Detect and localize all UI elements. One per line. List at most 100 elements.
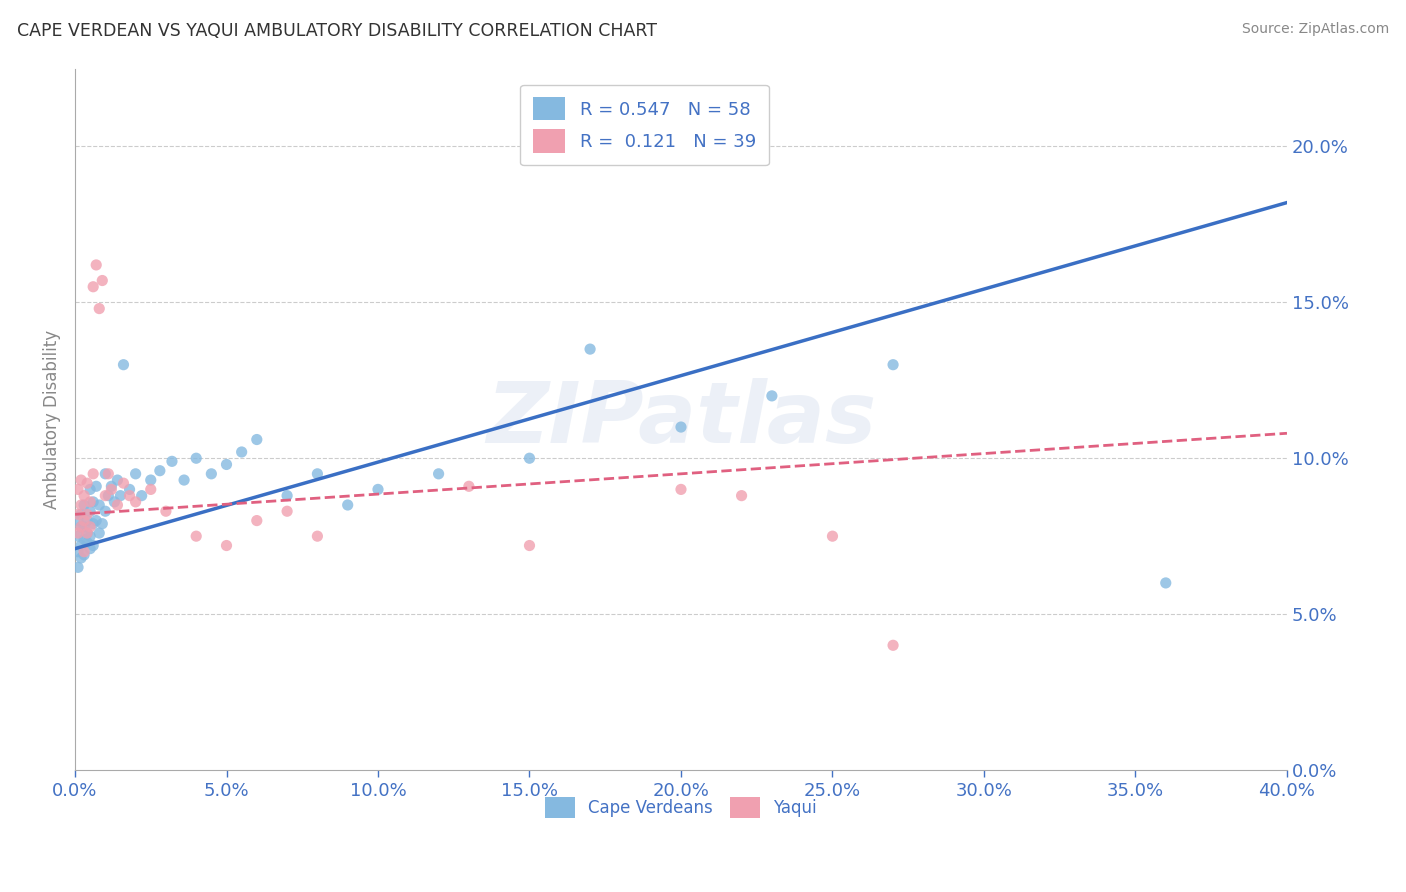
Point	[100, 483, 122, 497]
Point	[155, 504, 177, 518]
Point	[107, 498, 129, 512]
Text: Source: ZipAtlas.com: Source: ZipAtlas.com	[1241, 22, 1389, 37]
Point	[79, 504, 101, 518]
Text: ZIPatlas: ZIPatlas	[486, 377, 876, 461]
Point	[427, 467, 450, 481]
Point	[173, 473, 195, 487]
Point	[76, 514, 98, 528]
Point	[73, 489, 96, 503]
Point	[73, 548, 96, 562]
Point	[67, 526, 90, 541]
Point	[519, 451, 541, 466]
Point	[73, 520, 96, 534]
Point	[70, 498, 93, 512]
Point	[336, 498, 359, 512]
Point	[84, 479, 107, 493]
Point	[139, 483, 162, 497]
Point	[67, 514, 90, 528]
Point	[82, 539, 104, 553]
Point	[246, 433, 269, 447]
Point	[107, 473, 129, 487]
Point	[579, 342, 602, 356]
Point	[307, 467, 329, 481]
Point	[70, 508, 93, 522]
Point	[761, 389, 783, 403]
Point	[97, 489, 120, 503]
Point	[730, 489, 752, 503]
Point	[76, 535, 98, 549]
Point	[89, 301, 111, 316]
Point	[200, 467, 222, 481]
Point	[67, 508, 90, 522]
Point	[79, 495, 101, 509]
Point	[110, 489, 132, 503]
Point	[82, 279, 104, 293]
Point	[67, 560, 90, 574]
Point	[91, 516, 114, 531]
Point	[73, 533, 96, 547]
Point	[70, 551, 93, 566]
Point	[82, 495, 104, 509]
Point	[882, 358, 904, 372]
Point	[160, 454, 183, 468]
Point	[82, 467, 104, 481]
Point	[91, 273, 114, 287]
Point	[112, 476, 135, 491]
Point	[70, 539, 93, 553]
Point	[276, 504, 298, 518]
Point	[97, 467, 120, 481]
Legend: Cape Verdeans, Yaqui: Cape Verdeans, Yaqui	[538, 790, 824, 825]
Point	[118, 483, 141, 497]
Point	[76, 476, 98, 491]
Point	[94, 489, 117, 503]
Point	[519, 539, 541, 553]
Point	[67, 483, 90, 497]
Point	[76, 526, 98, 541]
Point	[821, 529, 844, 543]
Point	[139, 473, 162, 487]
Point	[79, 541, 101, 556]
Point	[124, 495, 146, 509]
Point	[76, 508, 98, 522]
Point	[276, 489, 298, 503]
Text: CAPE VERDEAN VS YAQUI AMBULATORY DISABILITY CORRELATION CHART: CAPE VERDEAN VS YAQUI AMBULATORY DISABIL…	[17, 22, 657, 40]
Point	[457, 479, 479, 493]
Point	[70, 520, 93, 534]
Point	[79, 520, 101, 534]
Point	[84, 514, 107, 528]
Point	[215, 458, 238, 472]
Point	[73, 498, 96, 512]
Point	[246, 514, 269, 528]
Point	[103, 495, 125, 509]
Point	[70, 473, 93, 487]
Point	[367, 483, 389, 497]
Point	[186, 529, 208, 543]
Point	[79, 483, 101, 497]
Point	[73, 514, 96, 528]
Point	[131, 489, 153, 503]
Point	[89, 498, 111, 512]
Point	[231, 445, 253, 459]
Point	[73, 545, 96, 559]
Point	[67, 529, 90, 543]
Point	[1154, 576, 1177, 591]
Point	[186, 451, 208, 466]
Y-axis label: Ambulatory Disability: Ambulatory Disability	[44, 330, 60, 508]
Point	[882, 638, 904, 652]
Point	[70, 520, 93, 534]
Point	[100, 479, 122, 493]
Point	[84, 258, 107, 272]
Point	[112, 358, 135, 372]
Point	[94, 504, 117, 518]
Point	[307, 529, 329, 543]
Point	[76, 526, 98, 541]
Point	[118, 489, 141, 503]
Point	[94, 467, 117, 481]
Point	[669, 420, 692, 434]
Point	[669, 483, 692, 497]
Point	[79, 529, 101, 543]
Point	[82, 516, 104, 531]
Point	[89, 526, 111, 541]
Point	[67, 545, 90, 559]
Point	[215, 539, 238, 553]
